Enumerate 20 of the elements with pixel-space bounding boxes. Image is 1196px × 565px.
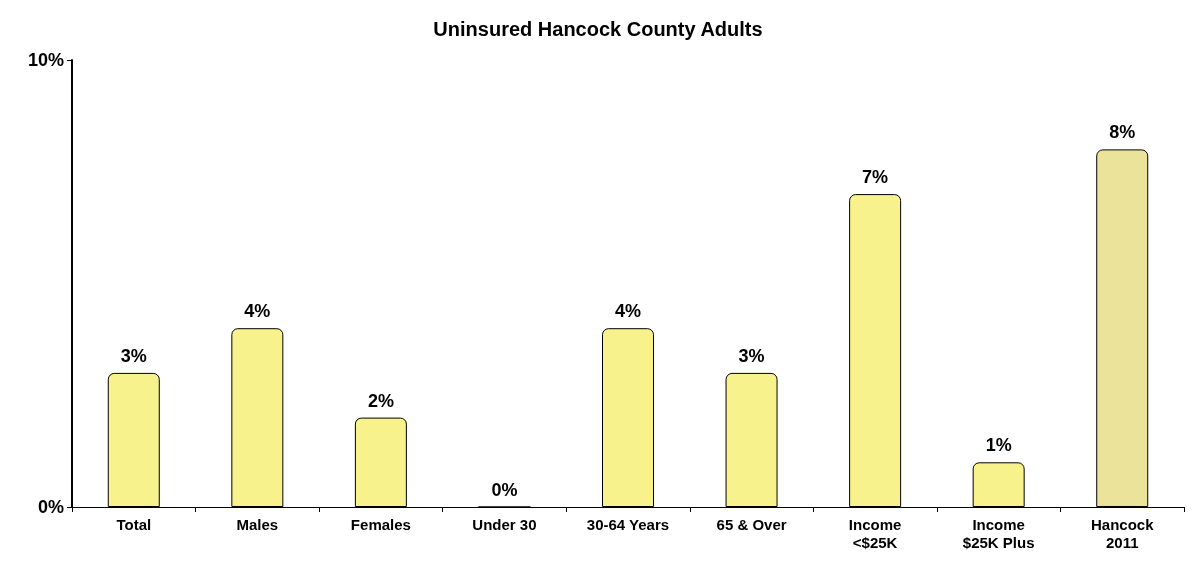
data-label: 8%: [1109, 122, 1136, 143]
data-label: 2%: [367, 390, 394, 411]
x-tick-label: Males: [236, 515, 279, 533]
chart-title: Uninsured Hancock County Adults: [433, 18, 763, 40]
data-label: 3%: [738, 345, 765, 366]
x-tick-label: 65 & Over: [716, 515, 787, 533]
data-label: 3%: [120, 345, 147, 366]
data-label: 4%: [244, 301, 271, 322]
x-tick-label: Income $25K Plus: [962, 515, 1035, 551]
x-tick-label: Income <$25K: [848, 515, 902, 551]
x-tick-label: Females: [350, 515, 411, 533]
y-tick-label: 10%: [27, 50, 64, 70]
data-label: 1%: [985, 435, 1012, 456]
x-tick-label: Total: [116, 515, 152, 533]
x-tick-label: Under 30: [472, 515, 537, 533]
data-label: 4%: [614, 301, 642, 322]
data-label: 7%: [862, 167, 889, 188]
data-label: 0%: [491, 479, 518, 500]
x-tick-label: 30-64 Years: [586, 515, 670, 533]
x-tick-label: Hancock 2011: [1090, 515, 1155, 551]
